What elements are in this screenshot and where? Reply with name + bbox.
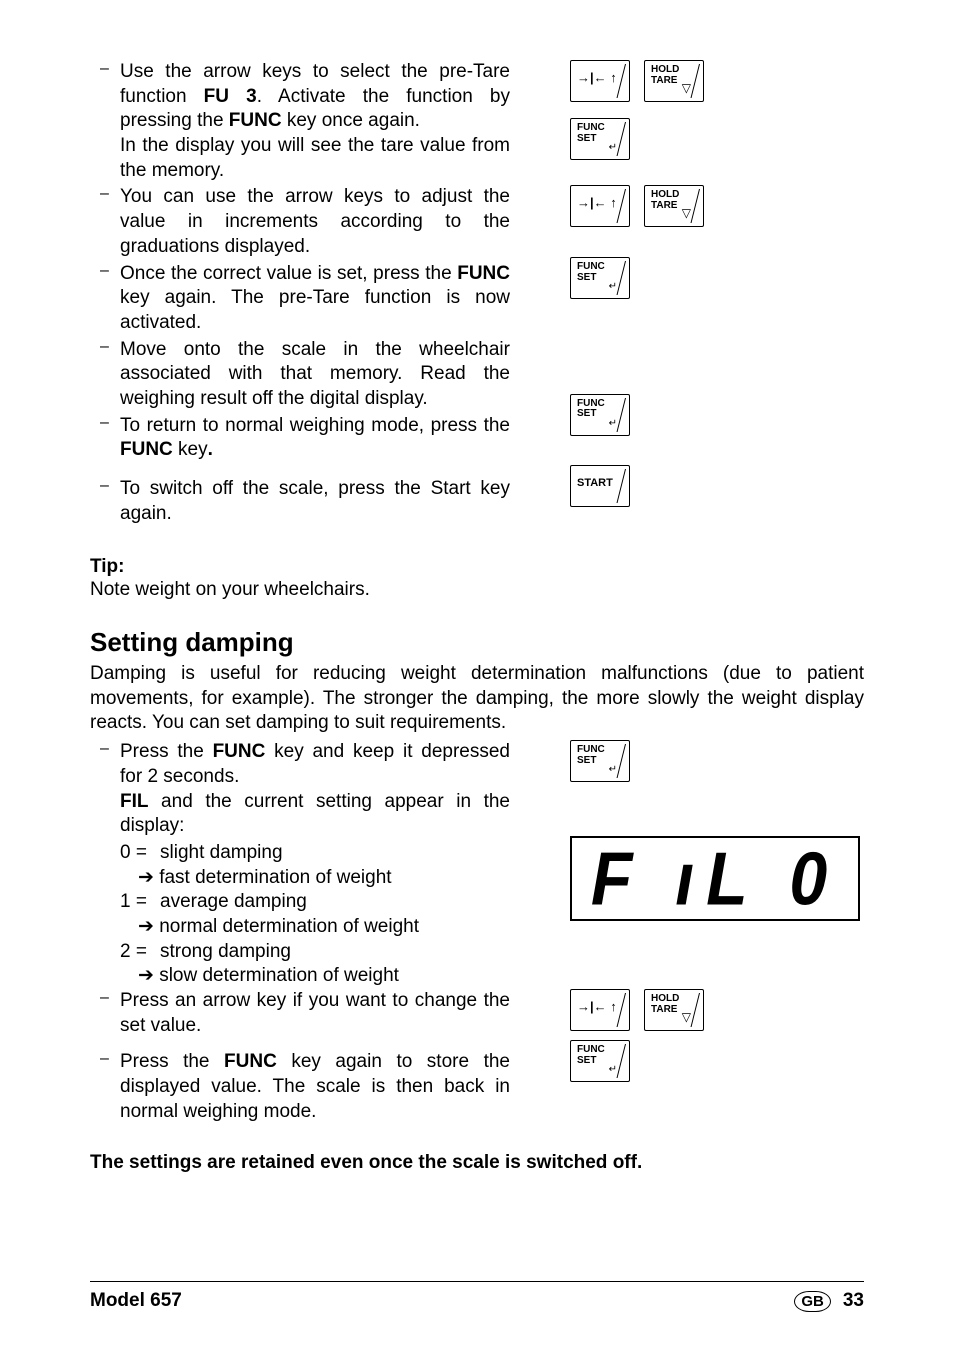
language-badge: GB [794, 1291, 831, 1312]
list-item: – Use the arrow keys to select the pre-T… [90, 60, 510, 183]
list-item: – Move onto the scale in the wheelchair … [90, 338, 510, 412]
retain-note: The settings are retained even once the … [90, 1152, 864, 1174]
section-heading: Setting damping [90, 627, 864, 658]
list-item: – Press the FUNC key again to store the … [90, 1050, 510, 1124]
func-set-key-icon: FUNCSET ↵ [570, 394, 630, 436]
hold-tare-key-icon: HOLDTARE ▽ [644, 185, 704, 227]
list-item: – To return to normal weighing mode, pre… [90, 414, 510, 463]
hold-tare-key-icon: HOLDTARE ▽ [644, 60, 704, 102]
footer-model: Model 657 [90, 1290, 182, 1312]
hold-tare-key-icon: HOLDTARE ▽ [644, 989, 704, 1031]
list-item: – You can use the arrow keys to adjust t… [90, 185, 510, 259]
start-key-icon: START [570, 465, 630, 507]
dash: – [90, 60, 120, 183]
section-intro: Damping is useful for reducing weight de… [90, 662, 864, 736]
func-set-key-icon: FUNCSET ↵ [570, 257, 630, 299]
damping-options: 0 =slight damping ➔ fast determination o… [90, 841, 510, 989]
list-item: – Press the FUNC key and keep it depress… [90, 740, 510, 839]
item-text: Use the arrow keys to select the pre-Tar… [120, 60, 510, 183]
list-item: – Once the correct value is set, press t… [90, 262, 510, 336]
page-number: 33 [843, 1290, 864, 1312]
func-set-key-icon: FUNCSET ↵ [570, 118, 630, 160]
arrow-key-icon: →|← ↑ [570, 185, 630, 227]
tip-block: Tip: Note weight on your wheelchairs. [90, 556, 864, 603]
func-set-key-icon: FUNCSET ↵ [570, 1040, 630, 1082]
arrow-key-icon: →|← ↑ [570, 989, 630, 1031]
func-set-key-icon: FUNCSET ↵ [570, 740, 630, 782]
list-item: – To switch off the scale, press the Sta… [90, 477, 510, 526]
list-item: – Press an arrow key if you want to chan… [90, 989, 510, 1038]
page-footer: Model 657 GB 33 [90, 1281, 864, 1312]
lcd-display: F ıL 0 [570, 836, 860, 921]
arrow-key-icon: →|← ↑ [570, 60, 630, 102]
